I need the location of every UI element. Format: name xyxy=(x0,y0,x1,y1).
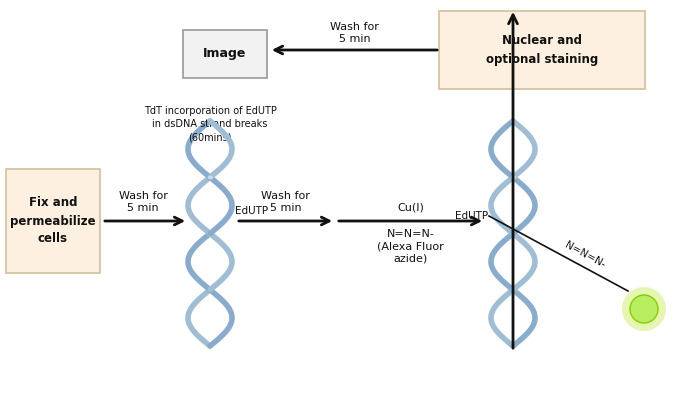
Text: EdUTP: EdUTP xyxy=(455,211,488,221)
FancyBboxPatch shape xyxy=(439,11,645,89)
FancyBboxPatch shape xyxy=(183,30,267,78)
Text: N=N=N-
(Alexa Fluor
azide): N=N=N- (Alexa Fluor azide) xyxy=(377,229,444,264)
Text: Cu(I): Cu(I) xyxy=(397,203,424,213)
Circle shape xyxy=(630,295,658,323)
Text: EdUTP: EdUTP xyxy=(235,206,268,216)
FancyBboxPatch shape xyxy=(6,169,100,273)
Text: Wash for
5 min: Wash for 5 min xyxy=(118,190,168,213)
Text: Fix and
permeabilize
cells: Fix and permeabilize cells xyxy=(10,196,96,245)
Text: Wash for
5 min: Wash for 5 min xyxy=(330,22,379,44)
Text: TdT incorporation of EdUTP
in dsDNA strand breaks
(60mins): TdT incorporation of EdUTP in dsDNA stra… xyxy=(143,106,276,142)
Text: Wash for
5 min: Wash for 5 min xyxy=(261,190,310,213)
Text: Image: Image xyxy=(203,47,247,61)
Text: Nuclear and
optional staining: Nuclear and optional staining xyxy=(486,34,598,65)
Circle shape xyxy=(622,287,666,331)
Text: N=N=N-: N=N=N- xyxy=(564,240,608,269)
